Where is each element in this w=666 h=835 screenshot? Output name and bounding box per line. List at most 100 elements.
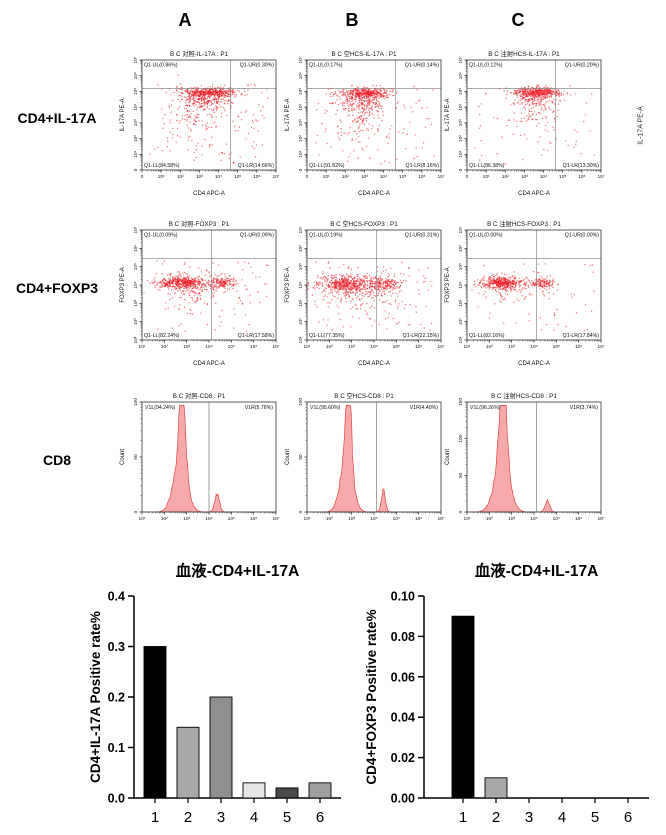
svg-text:Q1-UL(0.12%): Q1-UL(0.12%) xyxy=(469,63,503,69)
svg-text:10¹: 10¹ xyxy=(323,174,330,180)
svg-text:Q1-UR(0.31%): Q1-UR(0.31%) xyxy=(405,233,440,239)
flow-plot-il17a-injected-hcs: B C 注射HCS-IL-17A : P1 0 10¹ 10² 10³ 10⁴ 10⁵ 10⁶… xyxy=(441,48,607,198)
svg-text:Q1-LL(86.38%): Q1-LL(86.38%) xyxy=(469,163,505,169)
svg-text:10⁶: 10⁶ xyxy=(578,174,585,180)
svg-text:FOXP3 PE-A: FOXP3 PE-A xyxy=(445,267,451,302)
flow-plot-foxp3-empty-hcs: B C 空HCS-FOXP3 : P1 10¹ 10² 10³ 10⁴ 10⁵ 10⁶ 10⁷… xyxy=(281,218,447,368)
svg-text:CD4 APC-A: CD4 APC-A xyxy=(358,361,390,367)
svg-text:10³: 10³ xyxy=(183,344,190,350)
svg-text:Q1-UL(0.19%): Q1-UL(0.19%) xyxy=(309,233,343,239)
svg-text:10⁵: 10⁵ xyxy=(458,88,464,95)
svg-text:10³: 10³ xyxy=(458,119,464,126)
svg-text:Q1-LR(14.66%): Q1-LR(14.66%) xyxy=(238,163,275,169)
svg-text:10³: 10³ xyxy=(348,344,355,350)
svg-text:0: 0 xyxy=(133,168,139,171)
svg-text:Q1-UL(0.86%): Q1-UL(0.86%) xyxy=(144,63,178,69)
svg-text:IL-17A PE-A: IL-17A PE-A xyxy=(285,98,291,131)
svg-text:0: 0 xyxy=(458,168,464,171)
svg-text:10⁷: 10⁷ xyxy=(298,226,304,233)
row-label-cd4-foxp3: CD4+FOXP3 xyxy=(15,280,99,296)
svg-text:10⁴: 10⁴ xyxy=(530,344,537,350)
svg-text:10⁶: 10⁶ xyxy=(458,72,464,79)
flow-histogram-cd8-control: B C 对照-CD8 : P1 10¹ 10² 10³ 10⁴ 10⁵ 10⁶ 10⁷ 0 50 1… xyxy=(116,390,282,540)
svg-text:10⁷: 10⁷ xyxy=(458,226,464,233)
svg-text:10¹: 10¹ xyxy=(458,336,464,343)
svg-text:10⁶: 10⁶ xyxy=(253,174,260,180)
svg-text:CD4 APC-A: CD4 APC-A xyxy=(518,191,550,197)
svg-text:10²: 10² xyxy=(177,174,184,180)
svg-text:10²: 10² xyxy=(133,318,139,325)
svg-text:10⁶: 10⁶ xyxy=(575,344,582,350)
column-header-c: C xyxy=(511,10,525,30)
svg-text:10⁷: 10⁷ xyxy=(298,56,304,63)
svg-text:10²: 10² xyxy=(502,174,509,180)
svg-text:10⁷: 10⁷ xyxy=(437,344,444,350)
svg-text:10⁶: 10⁶ xyxy=(418,174,425,180)
svg-text:10⁴: 10⁴ xyxy=(380,174,387,180)
svg-text:Q1-UR(0.09%): Q1-UR(0.09%) xyxy=(240,233,275,239)
svg-text:Q1-UL(0.17%): Q1-UL(0.17%) xyxy=(309,63,343,69)
svg-text:10⁴: 10⁴ xyxy=(215,174,222,180)
svg-text:10¹: 10¹ xyxy=(158,174,165,180)
flow-histogram-cd8-injected-hcs: B C 注射HCS-CD8 : P1 10¹ 10² 10³ 10⁴ 10⁵ 10⁶ 10⁷ 0… xyxy=(441,390,607,540)
svg-text:CD4 APC-A: CD4 APC-A xyxy=(193,361,225,367)
svg-text:Q1-LR(8.16%): Q1-LR(8.16%) xyxy=(406,163,440,169)
flow-plot-il17a-c-canvas: B C 注射HCS-IL-17A : P1 0 10¹ 10² 10³ 10⁴ 10⁵ 10⁶… xyxy=(445,49,605,197)
flow-plot-foxp3-a-canvas: B C 对照-FOXP3 : P1 10¹ 10² 10³ 10⁴ 10⁵ 10⁶ 10⁷ 10… xyxy=(120,219,280,367)
svg-text:10⁶: 10⁶ xyxy=(133,245,139,252)
svg-text:B C 注射HCS-IL-17A : P1: B C 注射HCS-IL-17A : P1 xyxy=(488,49,560,58)
column-header-b: B xyxy=(345,10,359,30)
svg-text:10¹: 10¹ xyxy=(298,150,304,157)
svg-text:IL-17A PE-A: IL-17A PE-A xyxy=(120,98,126,131)
svg-text:10⁵: 10⁵ xyxy=(298,263,304,270)
svg-text:10⁷: 10⁷ xyxy=(133,226,139,233)
svg-text:CD4 APC-A: CD4 APC-A xyxy=(518,361,550,367)
svg-text:Q1-UR(0.30%): Q1-UR(0.30%) xyxy=(240,63,275,69)
svg-text:0: 0 xyxy=(141,174,144,180)
flow-plot-foxp3-c-canvas: B C 注射HCS-FOXP3 : P1 10¹ 10² 10³ 10⁴ 10⁵ 10⁶ 10… xyxy=(445,219,605,367)
svg-text:10²: 10² xyxy=(298,135,304,142)
svg-text:10⁵: 10⁵ xyxy=(458,263,464,270)
svg-text:10²: 10² xyxy=(458,135,464,142)
svg-text:10³: 10³ xyxy=(521,174,528,180)
svg-text:Q1-UL(0.09%): Q1-UL(0.09%) xyxy=(144,233,178,239)
svg-text:10⁷: 10⁷ xyxy=(133,56,139,63)
cropped-right-axis-label: IL-17A PE-A xyxy=(637,106,645,145)
svg-text:10³: 10³ xyxy=(133,299,139,306)
svg-text:10⁵: 10⁵ xyxy=(399,174,406,180)
svg-text:Q1-LR(22.15%): Q1-LR(22.15%) xyxy=(403,333,440,339)
svg-text:10⁴: 10⁴ xyxy=(458,281,464,288)
svg-text:10⁶: 10⁶ xyxy=(250,344,257,350)
row-label-cd4-il17a: CD4+IL-17A xyxy=(17,110,97,126)
flow-plot-il17a-empty-hcs: B C 空HCS-IL-17A : P1 0 10¹ 10² 10³ 10⁴ 10⁵ 10⁶ 1… xyxy=(281,48,447,198)
svg-text:10⁵: 10⁵ xyxy=(298,88,304,95)
svg-text:Q1-LL(84.58%): Q1-LL(84.58%) xyxy=(144,163,180,169)
svg-text:10¹: 10¹ xyxy=(464,344,471,350)
svg-text:B C 对照-FOXP3 : P1: B C 对照-FOXP3 : P1 xyxy=(169,219,230,228)
svg-text:10⁵: 10⁵ xyxy=(228,344,235,350)
svg-text:10⁷: 10⁷ xyxy=(272,344,279,350)
svg-text:10³: 10³ xyxy=(298,119,304,126)
svg-text:10¹: 10¹ xyxy=(133,150,139,157)
svg-text:Q1-UR(0.20%): Q1-UR(0.20%) xyxy=(565,63,600,69)
svg-text:10¹: 10¹ xyxy=(304,344,311,350)
svg-text:10³: 10³ xyxy=(133,119,139,126)
svg-text:CD4 APC-A: CD4 APC-A xyxy=(193,191,225,197)
svg-text:10⁴: 10⁴ xyxy=(540,174,547,180)
svg-text:B C 对照-IL-17A : P1: B C 对照-IL-17A : P1 xyxy=(170,49,229,58)
svg-text:10⁶: 10⁶ xyxy=(133,72,139,79)
column-header-a: A xyxy=(178,10,192,30)
svg-text:Q1-LL(91.62%): Q1-LL(91.62%) xyxy=(309,163,345,169)
svg-text:10¹: 10¹ xyxy=(483,174,490,180)
svg-text:10⁵: 10⁵ xyxy=(234,174,241,180)
svg-text:10⁵: 10⁵ xyxy=(393,344,400,350)
svg-text:0: 0 xyxy=(298,168,304,171)
svg-text:10²: 10² xyxy=(133,135,139,142)
svg-text:10¹: 10¹ xyxy=(139,344,146,350)
